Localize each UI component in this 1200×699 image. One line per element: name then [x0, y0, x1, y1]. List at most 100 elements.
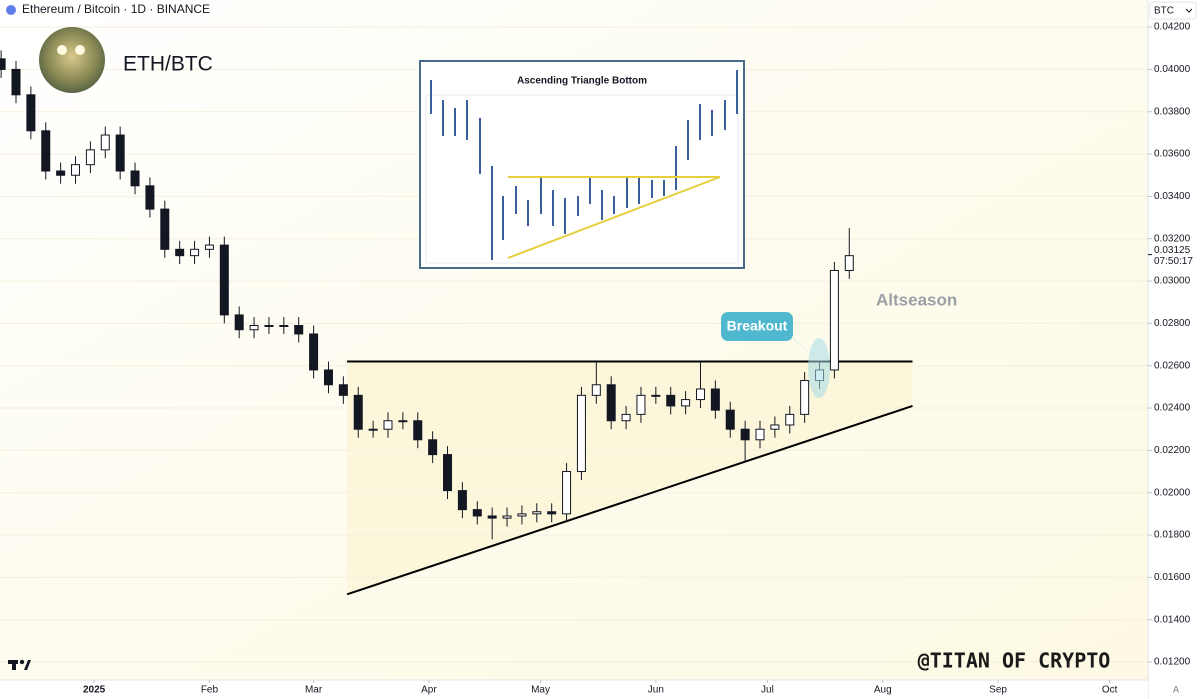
candle-body [576, 394, 586, 473]
pair-label: ETH/BTC [123, 53, 213, 76]
y-tick-label: 0.03800 [1154, 106, 1191, 117]
candle-body [502, 515, 512, 519]
y-tick-label: 0.02800 [1154, 318, 1191, 329]
symbol-title: Ethereum / Bitcoin · 1D · BINANCE [22, 2, 210, 16]
candle-body [547, 511, 557, 515]
candle-body [740, 428, 750, 441]
candle-body [725, 409, 735, 430]
candle-body [710, 388, 720, 411]
avatar-eye [57, 45, 67, 55]
inset-image [419, 60, 745, 269]
candle-body [11, 68, 21, 96]
candle-body [829, 269, 839, 371]
triangle-area [347, 361, 913, 595]
currency-button[interactable] [1149, 1, 1197, 20]
candle-body [219, 244, 229, 316]
y-tick-label: 0.01600 [1154, 572, 1191, 583]
candle-body [591, 384, 601, 396]
x-tick-label: Jun [648, 685, 664, 696]
candle-body [562, 471, 572, 515]
callout-text: Breakout [727, 318, 788, 334]
avatar-eye [75, 45, 85, 55]
candle-body [353, 394, 363, 430]
candle-body [532, 511, 542, 515]
callout-pointer [790, 336, 816, 358]
y-tick-label: 0.04200 [1154, 22, 1191, 33]
candle-body [234, 314, 244, 331]
candle-body [755, 428, 765, 441]
y-tick-label: 0.01800 [1154, 530, 1191, 541]
last-price-label: 0.03125 [1154, 245, 1191, 256]
breakout-highlight [808, 338, 830, 398]
currency-chevron [1185, 8, 1193, 13]
watermark: @TITAN OF CRYPTO [918, 649, 1111, 673]
countdown-label: 07:50:17 [1154, 256, 1193, 267]
candle-body [413, 420, 423, 441]
candle-body [130, 170, 140, 187]
candle-body [785, 413, 795, 426]
candle-body [279, 325, 289, 328]
candle-body [264, 325, 274, 328]
x-tick-label: 2025 [83, 685, 106, 696]
candle-body [175, 248, 185, 257]
y-tick-label: 0.02600 [1154, 360, 1191, 371]
candle-body [85, 149, 95, 166]
candle-body [323, 369, 333, 386]
x-tick-label: Mar [305, 685, 323, 696]
candle-body [398, 420, 408, 423]
price-axis [1148, 0, 1200, 699]
candle-body [606, 384, 616, 422]
x-tick-label: May [531, 685, 550, 696]
y-tick-label: 0.03600 [1154, 149, 1191, 160]
inset-title: Ascending Triangle Bottom [517, 76, 647, 87]
candle-body [770, 424, 780, 430]
scale-mode[interactable]: A [1173, 684, 1179, 694]
candle-body [338, 384, 348, 396]
candle-body [115, 134, 125, 172]
trendline [346, 404, 913, 596]
candle-body [457, 490, 467, 511]
candle-body [145, 185, 155, 210]
callout-box [721, 312, 793, 341]
candle-body [41, 130, 51, 172]
candle-body [368, 428, 378, 431]
x-tick-label: Oct [1102, 685, 1118, 696]
avatar [39, 27, 105, 93]
candle-body [695, 388, 705, 401]
y-tick-label: 0.03400 [1154, 191, 1191, 202]
candle-body [26, 94, 36, 132]
candle-body [71, 164, 81, 176]
candle-body [651, 394, 661, 397]
y-tick-label: 0.01200 [1154, 657, 1191, 668]
y-tick-label: 0.02200 [1154, 445, 1191, 456]
y-tick-label: 0.01400 [1154, 614, 1191, 625]
candle-body [249, 325, 259, 331]
x-tick-label: Sep [989, 685, 1007, 696]
candle-body [443, 454, 453, 492]
x-tick-label: Apr [421, 685, 437, 696]
candle-body [0, 58, 6, 70]
candle-body [100, 134, 110, 151]
candle-body [160, 208, 170, 250]
candle-body [383, 420, 393, 430]
candle-body [681, 399, 691, 407]
x-tick-label: Aug [874, 685, 892, 696]
candle-body [844, 255, 854, 271]
candle-body [204, 244, 214, 250]
y-tick-label: 0.02000 [1154, 487, 1191, 498]
candle-body [56, 170, 66, 176]
x-tick-label: Jul [761, 685, 774, 696]
tv-logo [8, 659, 31, 670]
symbol-icon [6, 5, 16, 15]
candle-body [636, 394, 646, 415]
candle-body [190, 248, 200, 257]
y-tick-label: 0.03200 [1154, 233, 1191, 244]
candle-body [294, 325, 304, 335]
candle-body [666, 394, 676, 407]
triangle-fill [347, 361, 913, 595]
candle-body [428, 439, 438, 456]
x-tick-label: Feb [201, 685, 219, 696]
candle-body [309, 333, 319, 371]
y-tick-label: 0.04000 [1154, 64, 1191, 75]
